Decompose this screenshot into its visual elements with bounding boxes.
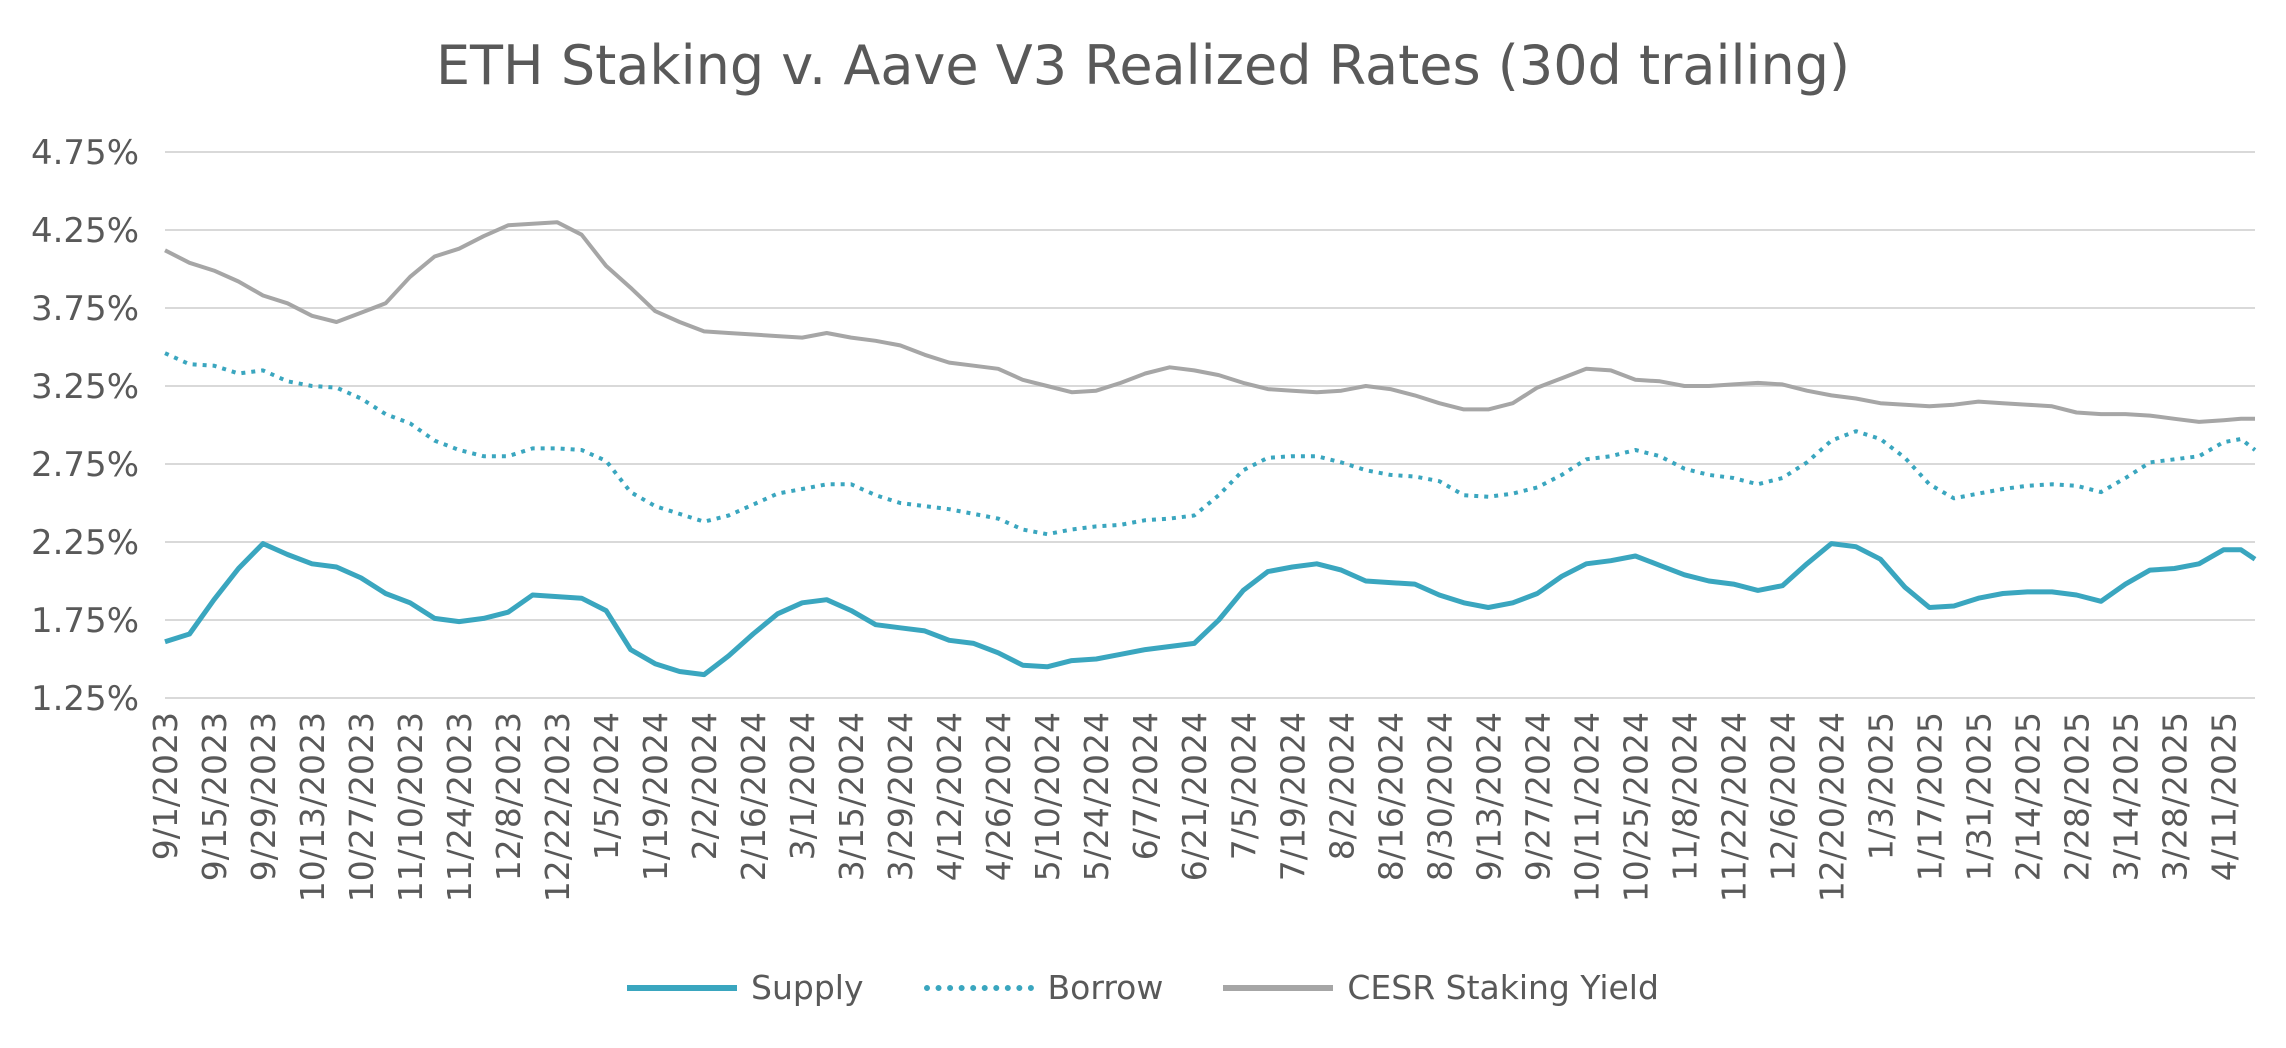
legend-swatch-borrow — [923, 984, 1034, 991]
x-tick-label: 6/21/2024 — [1175, 712, 1214, 881]
x-tick-label: 2/16/2024 — [734, 712, 773, 881]
series-lines — [164, 220, 2257, 678]
legend-item-supply: Supply — [627, 968, 864, 1007]
x-tick-label: 2/14/2025 — [2008, 712, 2047, 881]
legend-swatch-supply — [627, 984, 738, 991]
x-tick-label: 12/8/2023 — [489, 712, 528, 881]
x-tick-label: 9/13/2024 — [1469, 712, 1508, 881]
x-tick-label: 2/2/2024 — [685, 712, 724, 860]
series-line-borrow — [164, 351, 2257, 537]
x-tick-label: 1/19/2024 — [636, 712, 675, 881]
y-axis-ticks: 1.25% 1.75% 2.25% 2.75% 3.25% 3.75% 4.25% 4.75% — [31, 133, 139, 719]
x-tick-label: 11/8/2024 — [1665, 712, 1704, 881]
x-tick-label: 3/1/2024 — [783, 712, 822, 860]
legend-item-borrow: Borrow — [923, 968, 1164, 1007]
x-tick-label: 4/12/2024 — [930, 712, 969, 881]
x-tick-label: 3/15/2024 — [832, 712, 871, 881]
x-tick-label: 3/29/2024 — [881, 712, 920, 881]
x-tick-label: 8/2/2024 — [1322, 712, 1361, 860]
x-tick-label: 11/24/2023 — [440, 712, 479, 902]
x-tick-label: 9/27/2024 — [1518, 712, 1557, 881]
x-tick-label: 11/10/2023 — [391, 712, 430, 902]
x-tick-label: 9/1/2023 — [146, 712, 185, 860]
x-tick-label: 10/25/2024 — [1616, 712, 1655, 902]
x-tick-label: 3/28/2025 — [2155, 712, 2194, 881]
y-tick-label: 1.25% — [31, 679, 139, 719]
y-tick-label: 1.75% — [31, 601, 139, 641]
legend-item-cesr: CESR Staking Yield — [1223, 968, 1659, 1007]
x-tick-label: 1/31/2025 — [1959, 712, 1998, 881]
x-tick-label: 1/3/2025 — [1861, 712, 1900, 860]
x-tick-label: 11/22/2024 — [1714, 712, 1753, 902]
x-tick-label: 5/24/2024 — [1077, 712, 1116, 881]
x-tick-label: 2/28/2025 — [2057, 712, 2096, 881]
x-tick-label: 10/11/2024 — [1567, 712, 1606, 902]
x-tick-label: 9/29/2023 — [244, 712, 283, 881]
x-tick-label: 3/14/2025 — [2106, 712, 2145, 881]
x-tick-label: 7/5/2024 — [1224, 712, 1263, 860]
x-tick-label: 10/27/2023 — [342, 712, 381, 902]
legend-label-borrow: Borrow — [1047, 968, 1164, 1007]
legend-label-cesr-staking-yield: CESR Staking Yield — [1347, 968, 1659, 1007]
y-tick-label: 4.25% — [31, 211, 139, 251]
x-tick-label: 9/15/2023 — [195, 712, 234, 881]
x-tick-label: 1/17/2025 — [1910, 712, 1949, 881]
x-tick-label: 6/7/2024 — [1126, 712, 1165, 860]
chart-title: ETH Staking v. Aave V3 Realized Rates (3… — [435, 34, 1851, 97]
legend-swatch-cesr-staking-yield — [1223, 984, 1334, 991]
legend-label-supply: Supply — [751, 968, 864, 1007]
y-tick-label: 2.75% — [31, 445, 139, 485]
x-tick-label: 8/30/2024 — [1420, 712, 1459, 881]
gridlines — [165, 151, 2255, 699]
y-tick-label: 2.25% — [31, 523, 139, 563]
x-tick-label: 12/22/2023 — [538, 712, 577, 902]
x-tick-label: 12/20/2024 — [1812, 712, 1851, 902]
x-tick-label: 7/19/2024 — [1273, 712, 1312, 881]
x-tick-label: 5/10/2024 — [1028, 712, 1067, 881]
x-tick-label: 12/6/2024 — [1763, 712, 1802, 881]
x-tick-label: 10/13/2023 — [293, 712, 332, 902]
x-axis-ticks: 9/1/2023 9/15/2023 9/29/2023 10/13/2023 10/2… — [146, 712, 2243, 902]
x-tick-label: 4/26/2024 — [979, 712, 1018, 881]
series-line-cesr-staking-yield — [164, 220, 2255, 424]
y-tick-label: 3.75% — [31, 289, 139, 329]
y-tick-label: 4.75% — [31, 133, 139, 173]
legend: Supply Borrow CESR Staking Yield — [0, 968, 2286, 1007]
x-tick-label: 1/5/2024 — [587, 712, 626, 860]
y-tick-label: 3.25% — [31, 367, 139, 407]
x-tick-label: 8/16/2024 — [1371, 712, 1410, 881]
x-tick-label: 4/11/2025 — [2204, 712, 2243, 881]
series-line-supply — [164, 541, 2257, 678]
